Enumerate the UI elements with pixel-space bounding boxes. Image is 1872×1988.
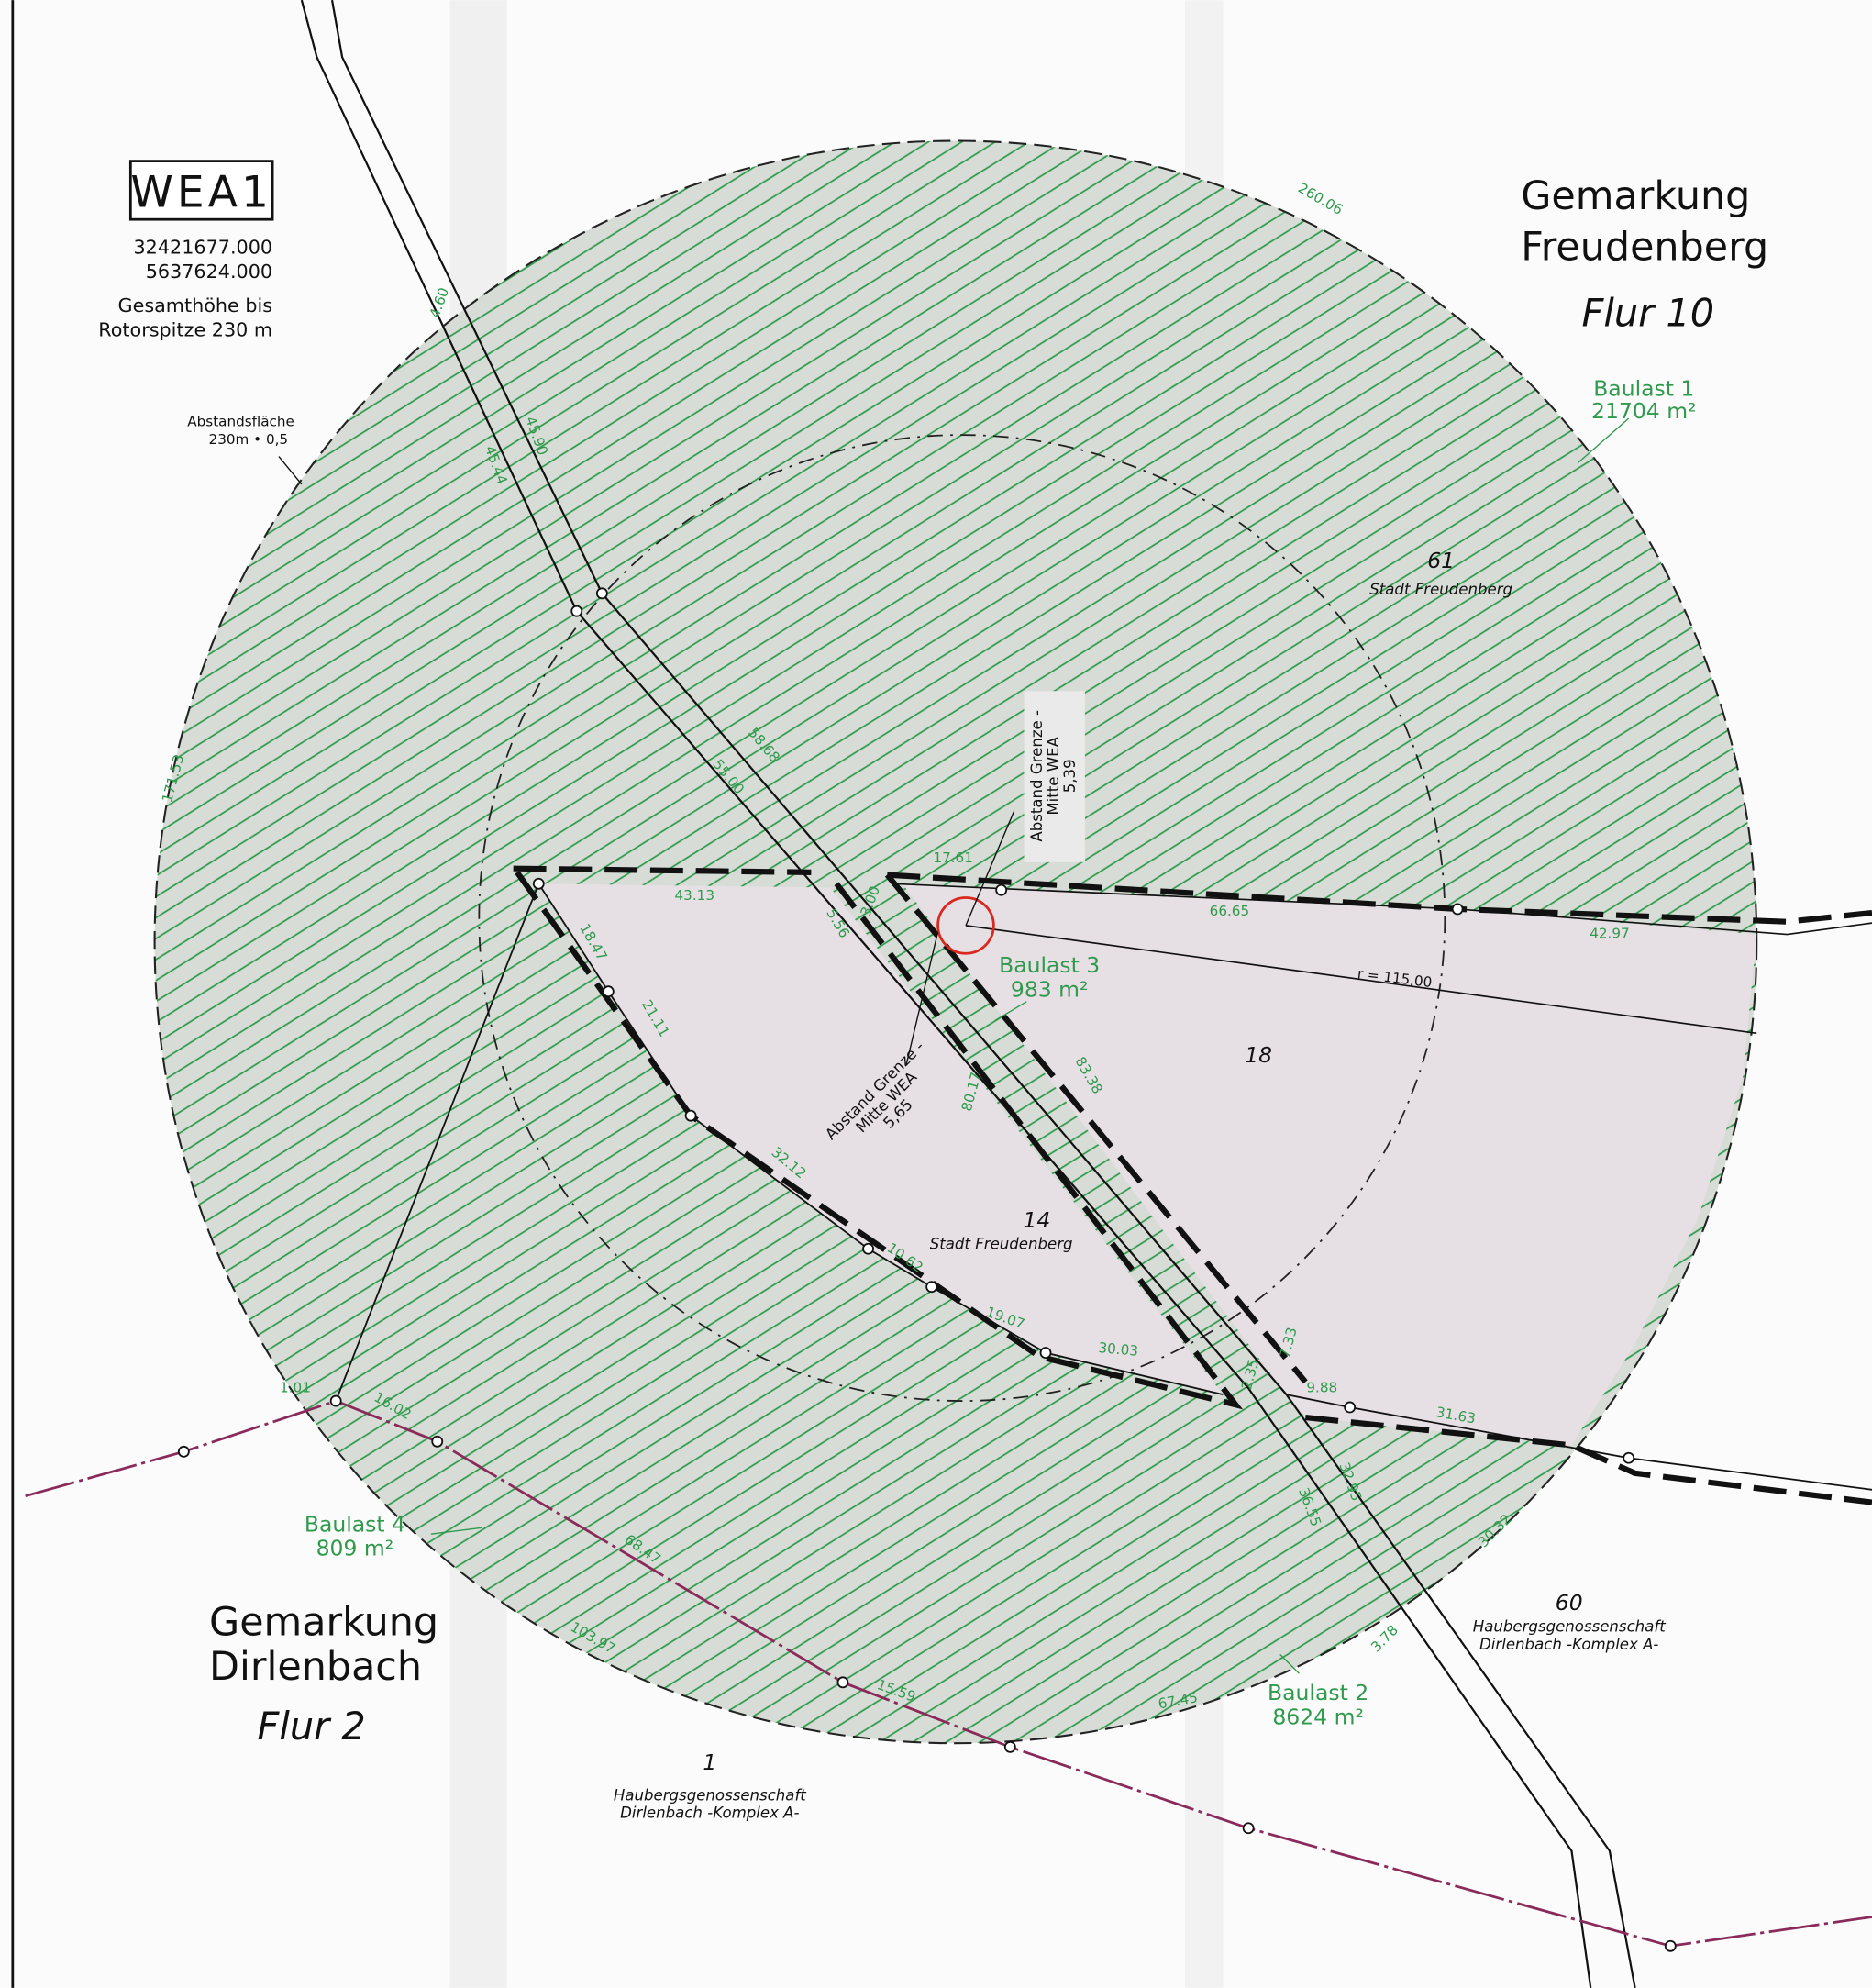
dimension-label: 43.13 [675,887,714,904]
wea-location [936,896,995,955]
parcel-line [893,883,1872,936]
boundary-point [1039,1347,1052,1359]
wea-northing: 5637624.000 [146,261,272,283]
distance-text: Abstand Grenze - [1028,710,1046,842]
boundary-point [1242,1822,1255,1835]
label-backdrop [1024,691,1085,862]
boundary-point [431,1435,444,1448]
baulast-boundary [887,872,1872,925]
distance-note: Abstand Grenze - Mitte WEA 5,39 [1028,710,1079,842]
parcel-number: 18 [1245,1042,1272,1068]
baulast-boundary [1304,1414,1872,1505]
leader-line [1279,1653,1300,1674]
baulast-boundaries [513,865,1872,1505]
baulast-area: 21704 m² [1591,398,1696,424]
boundary-point [1344,1401,1357,1414]
parcel-number: 60 [1556,1590,1583,1616]
leader-line [1577,417,1630,464]
distance-value: 5,39 [1061,759,1079,793]
leader-line [278,456,303,485]
baulast-label: Baulast 1 [1593,375,1694,401]
baulast-label: Baulast 2 [1268,1680,1368,1705]
boundary-point [925,1281,938,1294]
dimension-label: 30.03 [1098,1339,1139,1360]
district-name: Gemarkung [209,1600,438,1646]
radius-line [965,925,1757,1035]
parcel-number: 61 [1427,548,1455,573]
area-note: Abstandsfläche [187,413,294,429]
boundary-point [684,1109,697,1122]
parcel-owner: Dirlenbach -Komplex A- [1479,1636,1658,1653]
boundary-point [995,883,1008,896]
flur-name: Flur 10 [1582,291,1715,335]
leader-line [430,1527,482,1535]
dimension-label: 42.97 [1590,926,1629,942]
parcel-owner: Haubergsgenossenschaft [1473,1618,1667,1636]
boundary-point [532,877,545,890]
wea-label: WEA1 [130,167,272,217]
district-name: Freudenberg [1521,224,1768,270]
boundary-point [570,605,583,617]
area-note: 230m • 0,5 [209,431,289,448]
baulast-area: 983 m² [1011,976,1089,1002]
baulast-label: Baulast 4 [305,1511,405,1537]
parcel-number: 1 [703,1749,716,1775]
dimension-label: 66.65 [1210,903,1249,919]
dimension-label: 9.88 [1306,1379,1337,1395]
leader-line [905,931,939,1066]
parcel-14-area [538,883,1224,1395]
parcel-number: 14 [1023,1207,1050,1233]
district-name: Dirlenbach [209,1644,422,1690]
inner-circle [478,434,1446,1402]
boundary-points [177,587,1677,1952]
boundary-point [862,1242,874,1255]
parcel-owner: Haubergsgenossenschaft [614,1786,807,1804]
boundary-point [177,1445,190,1458]
dimension-label: 17.61 [933,850,972,866]
parcel-owner: Dirlenbach -Komplex A- [620,1805,799,1822]
baulast-boundary [515,871,1244,1410]
distance-text: Mitte WEA [1045,736,1062,815]
wea-label-box [128,160,274,221]
leader-line [994,1001,1027,1022]
parcel-18-area [902,883,1757,1446]
boundary-point [1623,1451,1635,1464]
boundary-point [1664,1939,1677,1952]
boundary-point [602,985,615,998]
baulast-area: 8624 m² [1272,1704,1364,1729]
parcel-line [1286,1394,1872,1491]
boundary-point [329,1394,342,1407]
boundary-point [1003,1740,1016,1753]
leader-line [965,811,1015,927]
flur-name: Flur 2 [258,1705,366,1749]
boundary-point [1451,903,1464,916]
wea-height: Gesamthöhe bis [118,294,273,317]
wea-height: Rotorspitze 230 m [98,318,272,340]
baulast-area: 809 m² [316,1536,394,1561]
boundary-point [836,1676,849,1689]
baulast-boundary [513,865,812,875]
wea-easting: 32421677.000 [134,236,273,258]
district-name: Gemarkung [1521,173,1750,219]
road-edge [300,0,1592,1988]
parcel-owner: Stadt Freudenberg [930,1235,1073,1252]
dimension-label: 1.01 [280,1379,311,1395]
parcel-line [335,883,540,1402]
boundary-point [595,587,608,600]
baulast-boundary [884,872,1308,1384]
baulast-label: Baulast 3 [999,952,1100,978]
road-edge [330,0,1636,1988]
parcel-owner: Stadt Freudenberg [1369,581,1512,598]
